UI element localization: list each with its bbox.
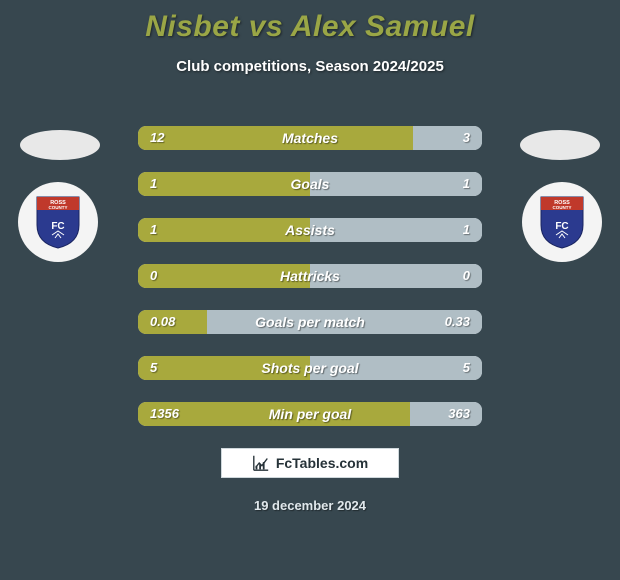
club-abbrev-bottom: COUNTY [553,205,572,210]
metric-value-right: 0.33 [433,310,482,334]
metric-value-right: 1 [451,172,482,196]
metric-bar: 55Shots per goal [138,356,482,380]
club-badge-right: ROSS COUNTY FC [522,182,602,262]
metric-bar: 11Goals [138,172,482,196]
brand-logo: FcTables.com [221,448,399,478]
metric-bar: 123Matches [138,126,482,150]
metric-value-left: 1 [138,172,169,196]
metric-value-left: 1 [138,218,169,242]
shield-icon: ROSS COUNTY FC [539,195,585,249]
chart-icon [252,454,270,472]
club-abbrev-bottom: COUNTY [49,205,68,210]
bar-segment-left [138,126,413,150]
metric-value-left: 12 [138,126,176,150]
metric-value-left: 1356 [138,402,191,426]
shield-icon: ROSS COUNTY FC [35,195,81,249]
metric-value-right: 0 [451,264,482,288]
metric-bar: 11Assists [138,218,482,242]
metric-value-right: 3 [451,126,482,150]
metric-value-right: 363 [436,402,482,426]
metric-bar: 0.080.33Goals per match [138,310,482,334]
metric-bar: 1356363Min per goal [138,402,482,426]
metric-value-left: 5 [138,356,169,380]
club-mark: FC [51,221,64,232]
metric-value-left: 0 [138,264,169,288]
comparison-bars: 123Matches11Goals11Assists00Hattricks0.0… [138,126,482,448]
metric-value-right: 5 [451,356,482,380]
club-badge-left: ROSS COUNTY FC [18,182,98,262]
club-mark: FC [555,221,568,232]
footer-date: 19 december 2024 [0,498,620,513]
metric-value-right: 1 [451,218,482,242]
page-title: Nisbet vs Alex Samuel [0,0,620,44]
brand-text: FcTables.com [276,455,368,471]
metric-value-left: 0.08 [138,310,187,334]
player-avatar-placeholder-left [20,130,100,160]
subtitle: Club competitions, Season 2024/2025 [0,58,620,75]
metric-bar: 00Hattricks [138,264,482,288]
player-avatar-placeholder-right [520,130,600,160]
